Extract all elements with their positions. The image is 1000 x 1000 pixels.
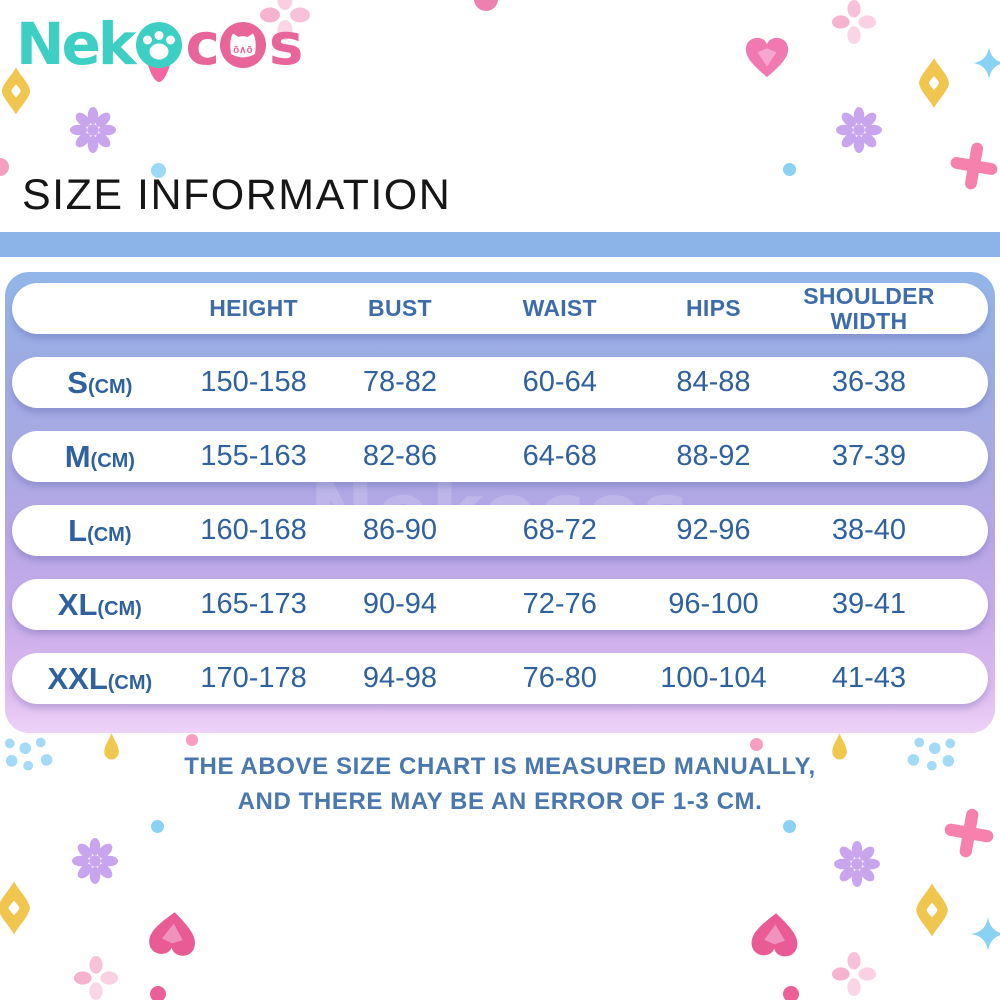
measurement-note: THE ABOVE SIZE CHART IS MEASURED MANUALL… [0,750,1000,820]
logo-text-c: c [185,10,219,78]
heart-icon [146,906,200,958]
bust-value: 78-82 [362,366,438,398]
size-label: XXL(CM) [47,660,153,696]
dot-decoration [474,0,498,11]
eight-petal-flower-icon [70,107,116,153]
shoulder-value: 39-41 [831,588,907,620]
note-line-1: THE ABOVE SIZE CHART IS MEASURED MANUALL… [184,753,816,780]
diamond-sparkle-icon [914,882,950,938]
size-label: M(CM) [64,438,135,474]
waist-value: 76-80 [522,662,597,694]
size-label: XL(CM) [57,586,142,622]
height-value: 155-163 [200,440,307,472]
shoulder-value: 37-39 [831,440,907,472]
waist-value: 72-76 [522,588,597,620]
hips-value: 88-92 [676,440,751,472]
four-petal-flower-icon [74,956,118,1000]
cross-sparkle-icon [948,140,1000,192]
waist-value: 64-68 [522,440,597,472]
dot-decoration [783,986,799,1000]
note-line-2: AND THERE MAY BE AN ERROR OF 1-3 CM. [237,787,763,815]
table-header-row: HEIGHT BUST WAIST HIPS SHOULDER WIDTH [12,283,988,334]
page-title: SIZE INFORMATION [22,171,452,219]
header-shoulder-width: SHOULDER WIDTH [803,283,935,334]
shoulder-value: 41-43 [831,662,907,694]
table-row-l: L(CM) 160-168 86-90 68-72 92-96 38-40 [12,505,988,556]
table-row-m: M(CM) 155-163 82-86 64-68 88-92 37-39 [12,431,988,482]
four-petal-flower-icon [832,952,876,996]
dot-decoration [783,820,796,833]
hips-value: 100-104 [660,662,767,694]
table-row-xl: XL(CM) 165-173 90-94 72-76 96-100 39-41 [12,579,988,630]
dot-decoration [0,158,9,176]
header-bust: BUST [368,295,432,322]
table-row-s: S(CM) 150-158 78-82 60-64 84-88 36-38 [12,357,988,408]
shoulder-value: 36-38 [831,366,907,398]
hips-value: 84-88 [676,366,751,398]
diamond-sparkle-icon [0,880,32,936]
bust-value: 94-98 [362,662,438,694]
eight-petal-flower-icon [836,107,882,153]
four-point-sparkle-icon [970,916,1000,952]
diamond-sparkle-icon [917,56,951,110]
height-value: 170-178 [200,662,307,694]
shoulder-value: 38-40 [831,514,907,546]
four-petal-flower-icon [832,0,876,44]
bust-value: 82-86 [362,440,438,472]
brand-logo: Nek c ō∧ō s [16,15,303,84]
cat-face-text: ō∧ō [233,45,253,56]
paw-icon [136,22,183,84]
size-table: Nekocos HEIGHT BUST WAIST HIPS SHOULDER … [5,272,995,733]
eight-petal-flower-icon [72,838,118,884]
hips-value: 96-100 [668,588,759,620]
logo-text-s: s [268,10,303,78]
table-row-xxl: XXL(CM) 170-178 94-98 76-80 100-104 41-4… [12,653,988,704]
four-point-sparkle-icon [972,46,1000,80]
height-value: 165-173 [200,588,307,620]
heart-icon [749,908,801,959]
dot-decoration [783,163,796,176]
divider-bar [0,232,1000,257]
header-hips: HIPS [686,295,741,322]
dot-decoration [150,986,166,1000]
header-height: HEIGHT [209,295,298,322]
size-label: S(CM) [67,364,133,400]
cat-face-icon: ō∧ō [219,22,266,68]
bust-value: 90-94 [362,588,438,620]
waist-value: 60-64 [522,366,597,398]
hips-value: 92-96 [676,514,751,546]
logo-text-neko: Nek [16,10,136,78]
dot-decoration [186,734,198,746]
bust-value: 86-90 [362,514,438,546]
height-value: 160-168 [200,514,307,546]
heart-icon [744,36,790,80]
header-waist: WAIST [522,295,597,322]
dot-decoration [151,820,164,833]
waist-value: 68-72 [522,514,597,546]
eight-petal-flower-icon [834,841,880,887]
size-label: L(CM) [68,512,132,548]
height-value: 150-158 [200,366,307,398]
